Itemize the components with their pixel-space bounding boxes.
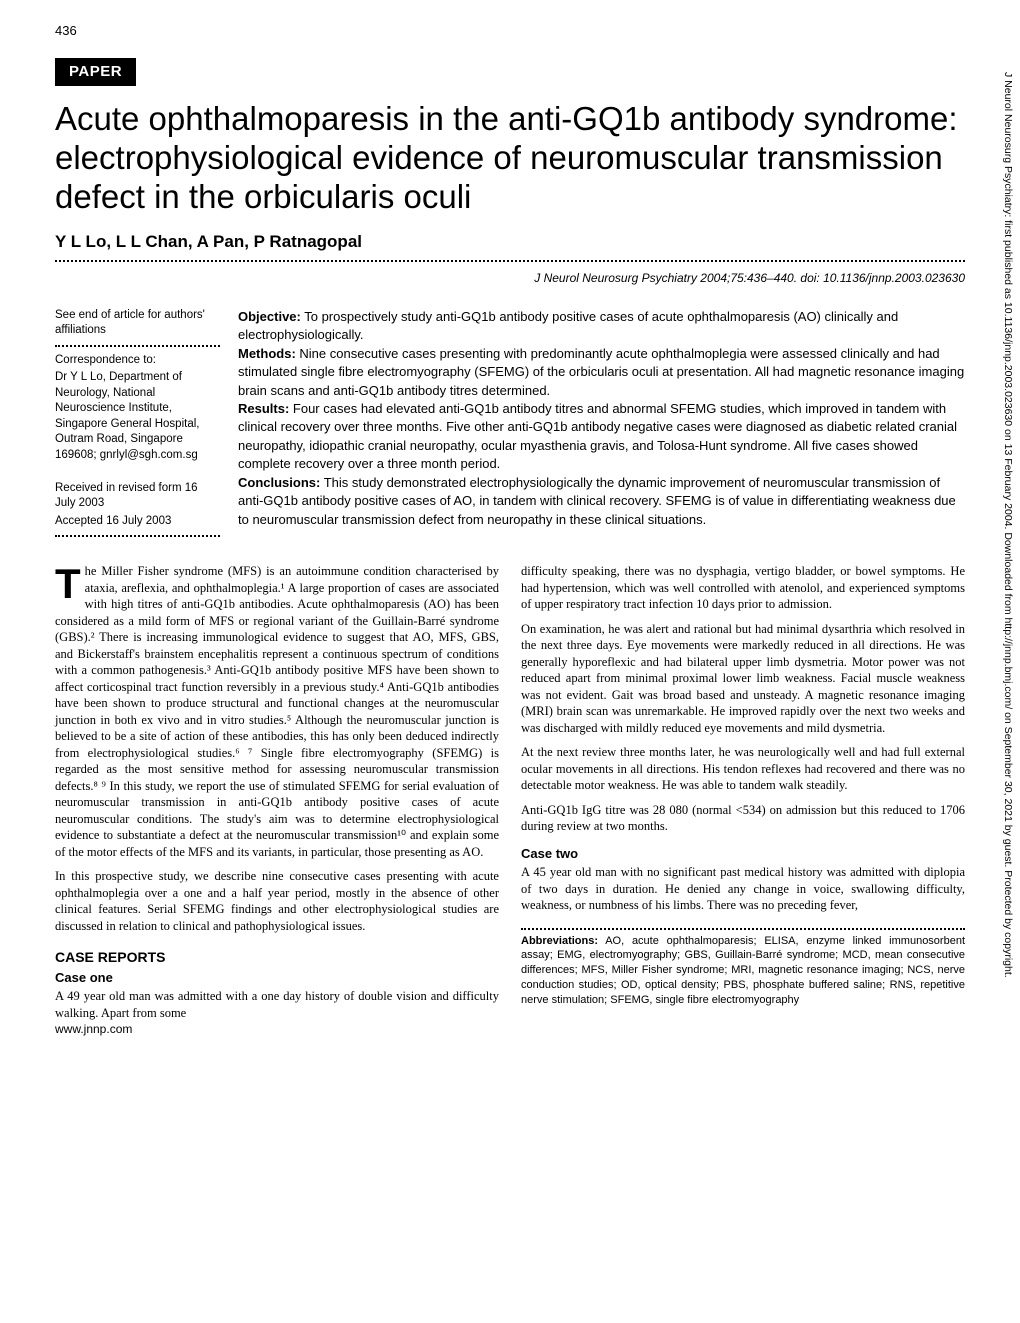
label-conclusions: Conclusions:: [238, 475, 320, 490]
divider-dotted-short: [55, 535, 220, 537]
accepted-date: Accepted 16 July 2003: [55, 514, 220, 530]
heading-case-one: Case one: [55, 969, 499, 986]
dropcap: T: [55, 563, 85, 602]
body-columns: The Miller Fisher syndrome (MFS) is an a…: [55, 563, 965, 1029]
divider-dotted-short: [521, 928, 965, 930]
case-one-p1: A 49 year old man was admitted with a on…: [55, 988, 499, 1021]
text-conclusions: This study demonstrated electrophysiolog…: [238, 475, 956, 527]
abbreviations-box: Abbreviations: AO, acute ophthalmoparesi…: [521, 928, 965, 1008]
divider-dotted-short: [55, 345, 220, 347]
article-title: Acute ophthalmoparesis in the anti-GQ1b …: [55, 100, 965, 217]
column-right: difficulty speaking, there was no dyspha…: [521, 563, 965, 1029]
text-methods: Nine consecutive cases presenting with p…: [238, 346, 964, 398]
abstract-results: Results: Four cases had elevated anti-GQ…: [238, 400, 965, 474]
abstract-objective: Objective: To prospectively study anti-G…: [238, 308, 965, 345]
header-two-col: See end of article for authors' affiliat…: [55, 308, 965, 544]
label-abbreviations: Abbreviations:: [521, 935, 598, 947]
case-one-cont-p4: Anti-GQ1b IgG titre was 28 080 (normal <…: [521, 802, 965, 835]
heading-case-two: Case two: [521, 845, 965, 862]
paper-type-badge: PAPER: [55, 58, 136, 86]
citation-line: J Neurol Neurosurg Psychiatry 2004;75:43…: [55, 270, 965, 286]
abstract-methods: Methods: Nine consecutive cases presenti…: [238, 345, 965, 400]
intro-paragraph-1: The Miller Fisher syndrome (MFS) is an a…: [55, 563, 499, 860]
label-results: Results:: [238, 401, 289, 416]
case-one-cont-p1: difficulty speaking, there was no dyspha…: [521, 563, 965, 613]
case-one-cont-p2: On examination, he was alert and rationa…: [521, 621, 965, 737]
footer-url: www.jnnp.com: [55, 1021, 132, 1037]
column-left: The Miller Fisher syndrome (MFS) is an a…: [55, 563, 499, 1029]
case-two-p1: A 45 year old man with no significant pa…: [521, 864, 965, 914]
affiliations-note: See end of article for authors' affiliat…: [55, 308, 220, 339]
vertical-copyright-note: J Neurol Neurosurg Psychiatry: first pub…: [986, 40, 1014, 1009]
intro-text-1: he Miller Fisher syndrome (MFS) is an au…: [55, 564, 499, 859]
correspondence-label: Correspondence to:: [55, 353, 220, 369]
abstract-conclusions: Conclusions: This study demonstrated ele…: [238, 474, 965, 529]
authors-line: Y L Lo, L L Chan, A Pan, P Ratnagopal: [55, 231, 965, 254]
abbreviations-text: Abbreviations: AO, acute ophthalmoparesi…: [521, 934, 965, 1008]
text-results: Four cases had elevated anti-GQ1b antibo…: [238, 401, 957, 471]
label-objective: Objective:: [238, 309, 301, 324]
intro-paragraph-2: In this prospective study, we describe n…: [55, 868, 499, 934]
divider-dotted: [55, 260, 965, 262]
page-number: 436: [55, 22, 965, 40]
text-objective: To prospectively study anti-GQ1b antibod…: [238, 309, 898, 342]
label-methods: Methods:: [238, 346, 296, 361]
heading-case-reports: CASE REPORTS: [55, 948, 499, 966]
sidebar-meta: See end of article for authors' affiliat…: [55, 308, 220, 544]
abstract-block: Objective: To prospectively study anti-G…: [238, 308, 965, 544]
case-one-cont-p3: At the next review three months later, h…: [521, 744, 965, 794]
correspondence-text: Dr Y L Lo, Department of Neurology, Nati…: [55, 370, 220, 463]
received-date: Received in revised form 16 July 2003: [55, 481, 220, 512]
